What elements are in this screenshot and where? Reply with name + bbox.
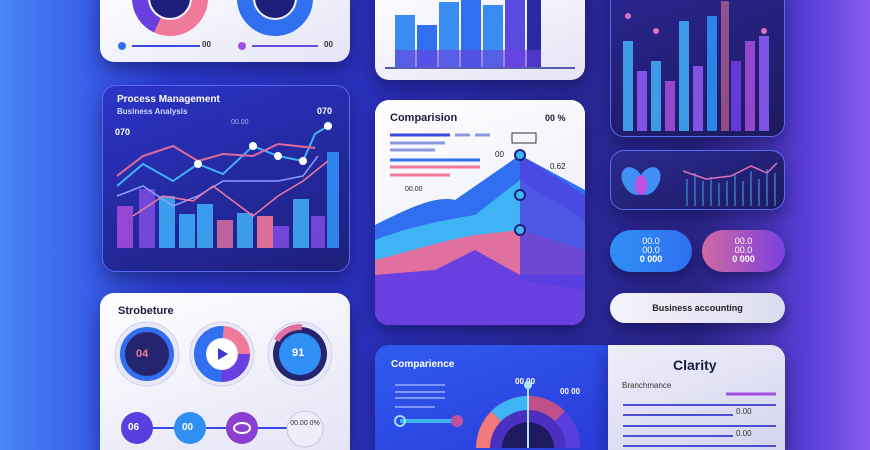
- label-left: 070: [115, 127, 131, 137]
- bar-card: [375, 0, 585, 80]
- overview-pill[interactable]: Business accounting: [610, 293, 785, 323]
- value-b: 0.00: [736, 429, 752, 438]
- gauges: [114, 321, 333, 448]
- label-mid: 00.00: [231, 119, 249, 126]
- card-subtitle: Branchmance: [622, 381, 672, 390]
- donut-card: 00 00: [100, 0, 350, 62]
- label-a: 00: [495, 150, 504, 159]
- play-icon: [218, 348, 228, 360]
- radial-chart: [394, 381, 580, 448]
- overview-label: Business accounting: [652, 303, 743, 313]
- slider-handle-a: [118, 42, 126, 50]
- label-b: 00 00: [560, 387, 581, 396]
- pill-line: 00.0: [734, 236, 753, 246]
- clarity-card: Clarity Branchmance 0.00 0.00: [608, 345, 785, 450]
- gauge-value: 04: [136, 348, 149, 360]
- step-value: 00.00 0%: [290, 420, 320, 427]
- tall-bar-card: [610, 0, 785, 137]
- donut-charts: [118, 0, 318, 50]
- card-title: Comparision: [390, 112, 458, 124]
- cloud-icon: [233, 422, 251, 434]
- card-title: Strobeture: [118, 305, 174, 317]
- line-bar-chart: [116, 122, 339, 248]
- stat-pill-purple[interactable]: 00.0 00.0 0 000: [702, 230, 785, 272]
- step-value: 06: [128, 422, 140, 433]
- card-title: Process Management: [117, 94, 220, 105]
- comparience-card: Comparience 00 00 00 00: [375, 345, 609, 450]
- flower-chart-card: [610, 150, 785, 210]
- tall-bar-chart: [623, 1, 769, 131]
- label-c: 00.00: [405, 186, 423, 193]
- label-a: 00 00: [515, 377, 536, 386]
- card-title: Clarity: [673, 357, 717, 373]
- mini-line-chart: [621, 162, 778, 206]
- stat-pill-blue[interactable]: 00.0 00.0 0 000: [610, 230, 692, 272]
- pill-line: 00.0: [642, 245, 660, 255]
- flower-icon: [621, 167, 661, 195]
- gauge-value: 91: [292, 347, 305, 359]
- pill-line: 00.0: [734, 245, 753, 255]
- process-management-card: Process Management Business Analysis 070…: [102, 85, 350, 272]
- pill-line: 00.0: [642, 236, 660, 246]
- slider-a-value: 00: [202, 40, 211, 49]
- structure-card: Strobeture 04 91 06 00 00.00 0%: [100, 293, 350, 450]
- pill-line: 0 000: [639, 254, 663, 264]
- slider-b-value: 00: [324, 40, 333, 49]
- card-subtitle: Business Analysis: [117, 107, 188, 116]
- label-right: 070: [317, 106, 333, 116]
- slider-handle-b: [238, 42, 246, 50]
- value-a: 0.00: [736, 407, 752, 416]
- area-chart: [375, 132, 585, 325]
- percent-value: 00 %: [545, 113, 566, 123]
- comparision-card: Comparision 00 % 00 0.62 00.00: [375, 100, 585, 325]
- bar-chart-3d: [385, 0, 575, 69]
- card-title: Comparience: [391, 359, 455, 370]
- step-value: 00: [182, 422, 194, 433]
- label-b: 0.62: [550, 162, 566, 171]
- pill-line: 0 000: [732, 254, 755, 264]
- clarity-lines: [623, 392, 776, 447]
